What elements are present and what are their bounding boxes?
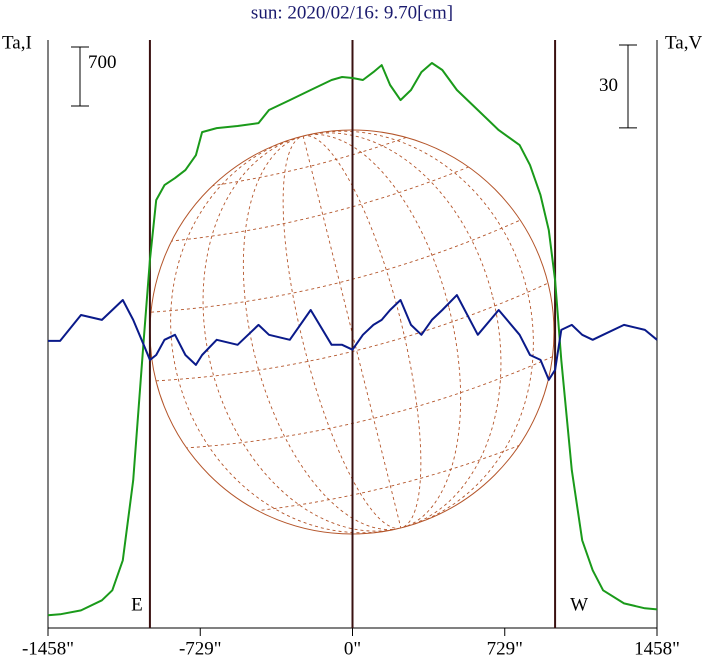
x-tick-label: 1458" [634, 638, 680, 659]
x-tick-label: -1458" [22, 638, 74, 659]
series-line [47, 62, 658, 617]
y2-axis-label: Ta,V [665, 32, 702, 53]
scale-label: 30 [599, 75, 618, 96]
chart-title: sun: 2020/02/16: 9.70[cm] [251, 2, 453, 23]
series-line [48, 294, 658, 381]
x-tick-label: -729" [179, 638, 222, 659]
x-tick-label: 729" [487, 638, 523, 659]
annotation: W [570, 594, 588, 615]
x-tick-label: 0" [344, 638, 361, 659]
annotation: E [131, 594, 143, 615]
y-axis-label: Ta,I [2, 32, 32, 53]
scale-label: 700 [88, 52, 117, 73]
